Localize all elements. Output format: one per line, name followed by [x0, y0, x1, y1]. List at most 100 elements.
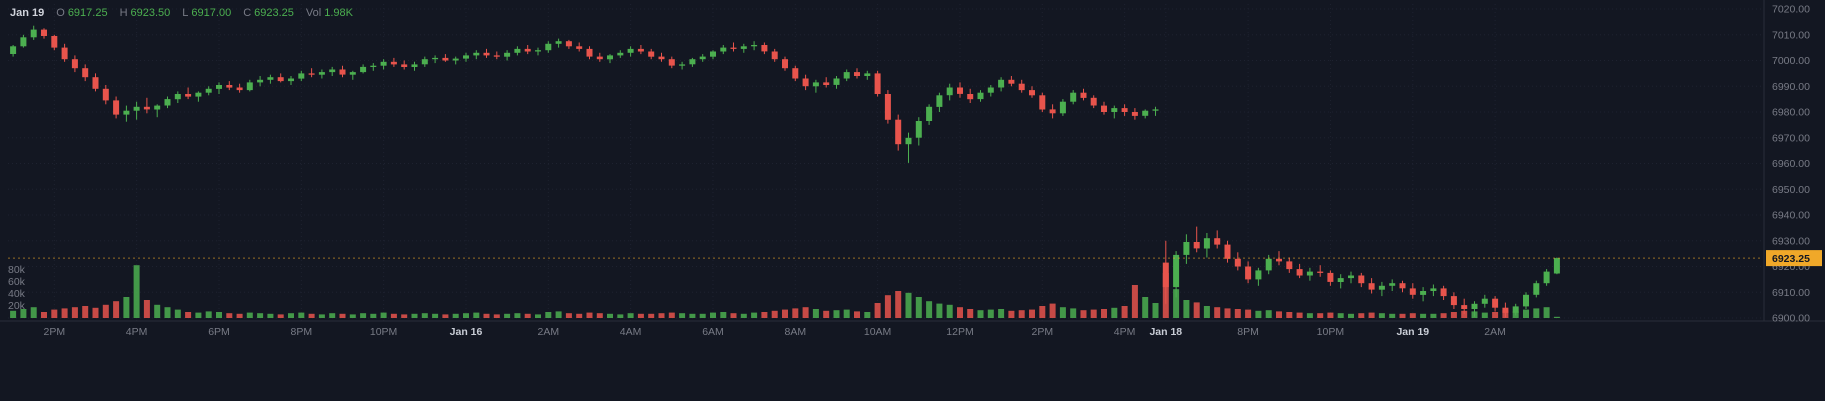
price-tick-label: 6950.00 — [1772, 184, 1810, 196]
candle-body — [915, 121, 922, 138]
volume-bar — [1173, 289, 1180, 318]
candle-body — [679, 64, 686, 66]
volume-bar — [1286, 312, 1293, 318]
candle-body — [689, 59, 696, 65]
volume-bar — [998, 309, 1005, 318]
candle-body — [1142, 110, 1149, 116]
candle-body — [113, 100, 120, 115]
time-tick-label: 2AM — [1484, 326, 1506, 338]
volume-bar — [576, 313, 583, 318]
candle-body — [1111, 108, 1118, 112]
svg-text:6923.25: 6923.25 — [1772, 253, 1810, 265]
candle-body — [71, 59, 78, 69]
time-tick-label: 2PM — [44, 326, 66, 338]
volume-bar — [288, 313, 294, 318]
candle-body — [565, 41, 572, 47]
candle-body — [1049, 109, 1056, 114]
candle-body — [668, 59, 675, 66]
volume-bar — [915, 297, 922, 318]
volume-bar — [864, 312, 871, 318]
candle-body — [1059, 101, 1066, 114]
candle-body — [1131, 112, 1138, 116]
volume-bar — [411, 313, 418, 318]
candle-body — [740, 46, 747, 49]
volume-bar — [1337, 313, 1344, 318]
volume-bar — [679, 313, 686, 318]
volume-bar — [205, 311, 212, 318]
candle-body — [370, 65, 377, 67]
volume-bar — [957, 307, 963, 318]
volume-bar — [1193, 302, 1200, 318]
legend-date: Jan 19 — [10, 7, 45, 19]
candle-body — [277, 77, 284, 82]
volume-bar — [236, 313, 243, 318]
volume-bar — [946, 304, 953, 318]
candle-body — [1378, 285, 1385, 290]
candle-body — [30, 29, 37, 38]
candle-body — [483, 52, 490, 56]
volume-bar — [895, 291, 902, 318]
candle-body — [957, 87, 963, 94]
volume-bar — [164, 307, 171, 318]
volume-bar — [1306, 313, 1313, 318]
volume-bar — [987, 309, 994, 318]
candle-body — [288, 78, 294, 82]
time-tick-label: 4PM — [126, 326, 148, 338]
candle-body — [545, 43, 552, 51]
candle-body — [123, 110, 130, 115]
time-tick-label: 8AM — [785, 326, 807, 338]
candle-body — [596, 56, 603, 60]
time-tick-label: 10AM — [864, 326, 891, 338]
candle-body — [1265, 258, 1272, 271]
candle-body — [987, 87, 994, 93]
candle-body — [514, 48, 521, 53]
candle-body — [339, 69, 346, 75]
volume-bar — [318, 314, 325, 318]
candle-body — [257, 79, 264, 83]
volume-bar — [246, 312, 253, 318]
volume-bar — [174, 309, 181, 318]
candle-body — [1183, 242, 1190, 255]
candle-body — [823, 82, 830, 85]
price-tick-label: 6940.00 — [1772, 210, 1810, 222]
volume-bar — [1049, 303, 1056, 318]
candle-body — [658, 56, 665, 60]
candle-body — [20, 37, 27, 47]
candle-body — [802, 78, 809, 87]
volume-bar — [823, 310, 830, 318]
candle-body — [1492, 298, 1499, 308]
volume-bar — [390, 313, 397, 318]
volume-bar — [463, 313, 469, 318]
candle-body — [926, 106, 933, 121]
volume-bar — [1111, 307, 1118, 318]
volume-bar — [607, 313, 613, 318]
price-axis[interactable]: 7020.00 7010.00 7000.00 6990.00 6980.00 6970.… — [1772, 4, 1810, 325]
volume-bar — [1152, 303, 1159, 318]
candle-body — [792, 68, 799, 79]
candle-body — [864, 73, 871, 76]
volume-bar — [370, 313, 377, 318]
volume-bar — [1090, 309, 1097, 318]
candle-body — [360, 66, 367, 73]
volume-bar — [102, 304, 109, 318]
volume-bar — [226, 313, 233, 318]
volume-bar — [555, 311, 562, 318]
ohlc-legend: Jan 19 O 6917.25 H 6923.50 L 6917.00 C 6… — [10, 6, 353, 20]
candle-body — [432, 57, 439, 60]
candle-body — [1481, 298, 1488, 304]
volume-bar — [360, 313, 367, 318]
candle-body — [1008, 79, 1015, 84]
candle-body — [216, 85, 222, 89]
candle-body — [51, 36, 58, 48]
volume-bar — [277, 314, 284, 318]
time-axis[interactable]: 2PM 4PM 6PM 8PM 10PM Jan 16 2AM 4AM 6AM 8AM 10AM 12… — [44, 326, 1506, 338]
volume-bar — [1142, 297, 1149, 318]
volume-bar — [617, 314, 624, 318]
time-tick-label: 8PM — [291, 326, 313, 338]
volume-bar — [1409, 313, 1416, 318]
volume-bar — [1234, 309, 1241, 318]
volume-bar — [637, 313, 644, 318]
candle-body — [1306, 271, 1313, 276]
legend-volume: Vol 1.98K — [305, 7, 353, 19]
